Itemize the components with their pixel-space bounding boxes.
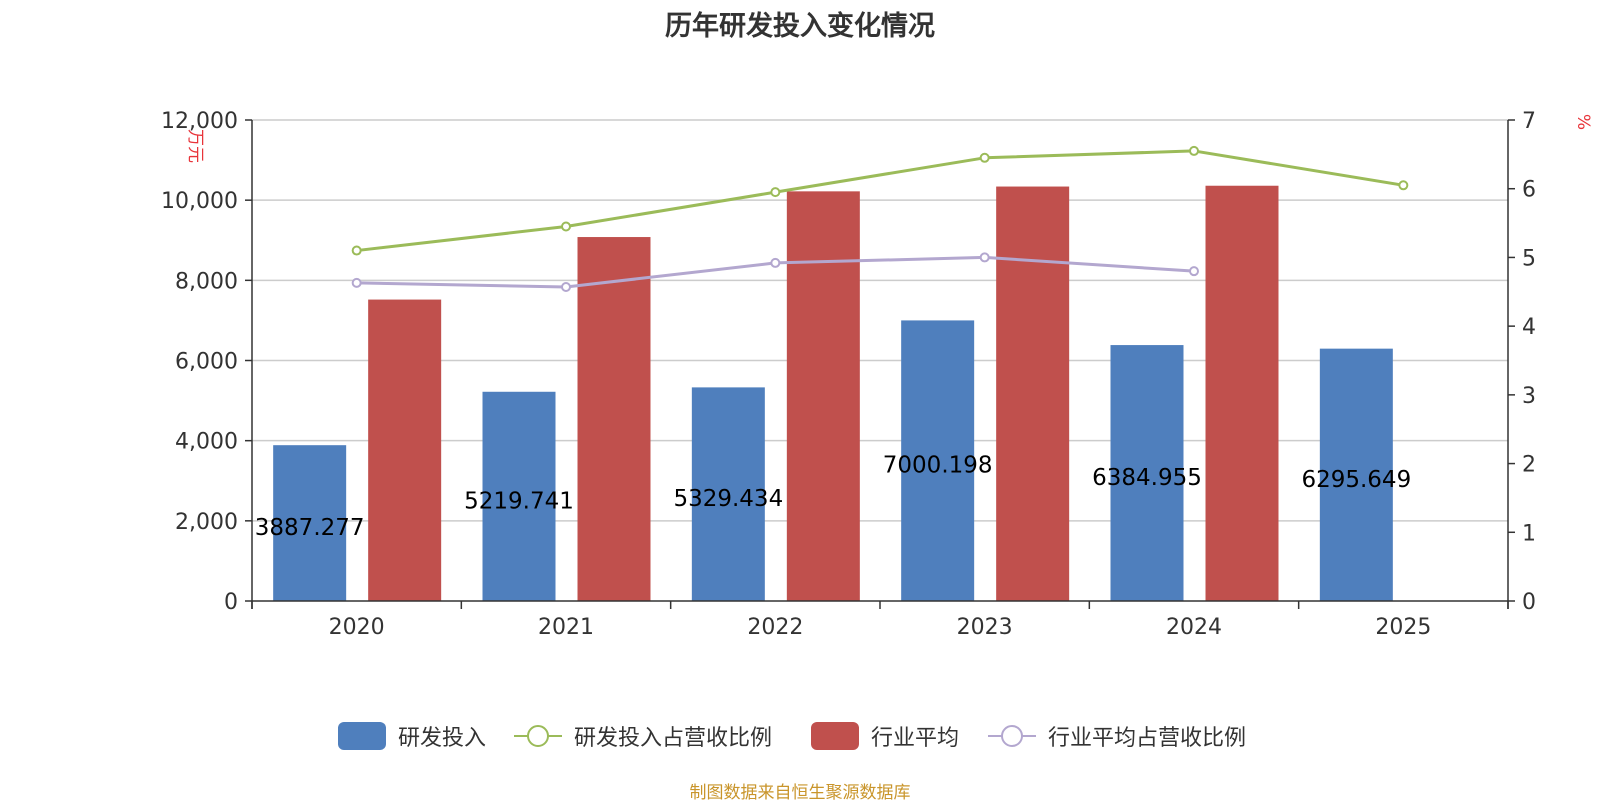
legend-label: 研发投入 (398, 726, 487, 751)
point-rd-ratio (1189, 145, 1199, 156)
left-axis-tick-label: 8,000 (175, 269, 238, 294)
legend: 研发投入 研发投入占营收比例 行业平均 行业平均占营收比例 (0, 716, 1600, 756)
point-rd-ratio (351, 245, 362, 256)
legend-swatch-bar (338, 722, 386, 750)
bar-data-label: 5219.741 (464, 488, 574, 514)
legend-swatch-bar (811, 722, 859, 750)
point-rd-ratio (770, 187, 781, 198)
right-axis-tick-label: 4 (1522, 315, 1536, 340)
legend-item-industry-average[interactable]: 行业平均 (811, 716, 959, 756)
bar-group (273, 185, 1393, 601)
bar-rd-investment (901, 320, 975, 601)
point-rd-ratio (561, 221, 571, 232)
point-industry-ratio (770, 257, 781, 268)
x-axis-tick-label: 2024 (1166, 615, 1222, 640)
left-axis-tick-label: 0 (224, 590, 238, 615)
legend-swatch-line (514, 722, 562, 750)
x-axis-tick-label: 2020 (329, 615, 385, 640)
point-industry-ratio (979, 252, 990, 263)
data-labels: 3887.277 5219.741 5329.434 7000.198 6384.955… (255, 453, 1411, 541)
point-rd-ratio (979, 152, 990, 163)
gridlines (252, 119, 1508, 522)
legend-label: 行业平均 (871, 726, 960, 751)
bar-data-label: 3887.277 (255, 515, 365, 541)
left-axis-unit: 万元 (185, 129, 205, 163)
bar-industry-average (1205, 185, 1279, 601)
bar-data-label: 6384.955 (1092, 465, 1202, 491)
right-axis-tick-label: 6 (1522, 178, 1536, 203)
bar-data-label: 6295.649 (1301, 467, 1411, 493)
right-axis-tick-label: 2 (1522, 453, 1536, 478)
chart-title: 历年研发投入变化情况 (665, 11, 935, 42)
bar-rd-investment (1110, 345, 1184, 601)
x-axis-tick-label: 2021 (538, 615, 594, 640)
left-axis-tick-label: 10,000 (161, 189, 238, 214)
x-axis-tick-label: 2022 (747, 615, 803, 640)
bar-industry-average (368, 299, 442, 601)
left-axis-tick-label: 6,000 (175, 350, 238, 375)
bar-rd-investment (691, 387, 765, 601)
right-axis-tick-label: 5 (1522, 246, 1536, 271)
point-industry-ratio (1189, 266, 1199, 277)
legend-item-industry-ratio[interactable]: 行业平均占营收比例 (988, 716, 1246, 756)
point-industry-ratio (351, 277, 362, 288)
right-axis-tick-label: 1 (1522, 521, 1536, 546)
right-axis-tick-label: 3 (1522, 384, 1536, 409)
legend-item-rd-investment[interactable]: 研发投入 (338, 716, 486, 756)
data-source-note: 制图数据来自恒生聚源数据库 (689, 783, 911, 803)
legend-label: 行业平均占营收比例 (1048, 726, 1247, 751)
legend-item-rd-ratio[interactable]: 研发投入占营收比例 (514, 716, 772, 756)
legend-label: 研发投入占营收比例 (574, 726, 773, 751)
line-group (351, 145, 1409, 292)
bar-rd-investment (1319, 348, 1393, 601)
x-axis-tick-label: 2025 (1375, 615, 1431, 640)
line-rd-ratio (356, 149, 1404, 253)
point-industry-ratio (561, 281, 571, 292)
x-axis-tick-label: 2023 (957, 615, 1013, 640)
left-axis-tick-label: 2,000 (175, 510, 238, 535)
bar-data-label: 5329.434 (673, 486, 783, 512)
axes: 0 2,000 4,000 6,000 8,000 10,000 12,000 0 1 2 3 4 5 6… (161, 109, 1536, 640)
left-axis-tick-label: 4,000 (175, 430, 238, 455)
bar-industry-average (996, 186, 1070, 601)
bar-rd-investment (482, 391, 556, 601)
legend-swatch-line (988, 722, 1036, 750)
bar-industry-average (786, 191, 860, 601)
bar-rd-investment (273, 445, 347, 601)
bar-industry-average (577, 237, 651, 601)
bar-data-label: 7000.198 (883, 453, 993, 479)
point-rd-ratio (1398, 180, 1409, 191)
left-axis-tick-label: 12,000 (161, 109, 238, 134)
right-axis-unit: % (1573, 114, 1593, 130)
right-axis-tick-label: 0 (1522, 590, 1536, 615)
right-axis-tick-label: 7 (1522, 109, 1536, 134)
